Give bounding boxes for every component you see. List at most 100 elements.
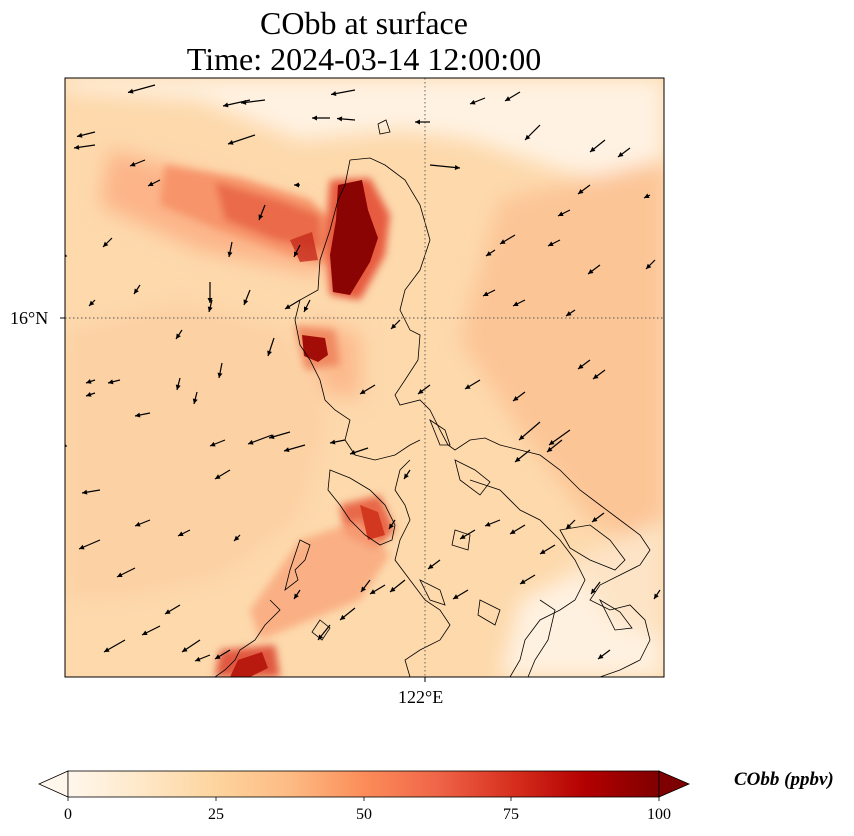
map-title-line1: CObb at surface bbox=[260, 5, 468, 41]
wind-vector-head bbox=[391, 323, 397, 329]
wind-vector-head bbox=[79, 544, 85, 550]
wind-vector-head bbox=[135, 412, 141, 418]
wind-vector-head bbox=[510, 529, 516, 534]
wind-vector-head bbox=[207, 298, 213, 303]
wind-vector-head bbox=[312, 115, 317, 121]
wind-vector-head bbox=[646, 263, 652, 269]
wind-vector-head bbox=[294, 182, 299, 188]
colorbar-tick-25: 25 bbox=[208, 806, 224, 823]
wind-vector-head bbox=[390, 586, 396, 592]
wind-vector-head bbox=[331, 91, 337, 97]
wind-vector-head bbox=[520, 579, 526, 584]
wind-vector-head bbox=[654, 593, 659, 599]
colorbar-tick-100: 100 bbox=[647, 806, 671, 823]
wind-vector-head bbox=[294, 251, 299, 257]
wind-vector-head bbox=[65, 443, 68, 448]
wind-vector-head bbox=[485, 521, 491, 527]
wind-vector-head bbox=[176, 333, 181, 339]
wind-vector-head bbox=[454, 165, 460, 170]
wind-vector-head bbox=[89, 300, 95, 306]
wind-vector-head bbox=[360, 389, 366, 394]
colorbar-tick-50: 50 bbox=[356, 806, 372, 823]
wind-vector-head bbox=[330, 439, 336, 445]
wind-vector-head bbox=[540, 549, 546, 554]
wind-vector-head bbox=[513, 396, 519, 401]
wind-vector-head bbox=[65, 253, 68, 258]
wind-vector-head bbox=[182, 647, 188, 652]
wind-vector-head bbox=[304, 306, 309, 312]
wind-vector-head bbox=[318, 634, 324, 640]
wind-vector-head bbox=[195, 656, 201, 662]
wind-vector-head bbox=[428, 564, 434, 569]
wind-vector-head bbox=[86, 379, 92, 384]
wind-vector-head bbox=[500, 239, 506, 244]
colorbar-extend-max bbox=[658, 770, 691, 798]
wind-vector-head bbox=[294, 593, 299, 599]
wind-vector-head bbox=[549, 440, 555, 445]
wind-vector-head bbox=[505, 96, 511, 101]
wind-vector bbox=[429, 164, 461, 169]
wind-vector-head bbox=[519, 434, 525, 440]
wind-vector-head bbox=[590, 146, 596, 152]
wind-vector-head bbox=[370, 589, 376, 594]
wind-vector-head bbox=[243, 299, 249, 305]
wind-vector-head bbox=[215, 654, 221, 659]
wind-vectors bbox=[65, 84, 661, 662]
wind-vector-head bbox=[210, 441, 216, 447]
wind-vector-head bbox=[465, 384, 471, 389]
wind-vector-head bbox=[588, 269, 594, 274]
wind-vector-head bbox=[548, 241, 554, 246]
colorbar-tick-0: 0 bbox=[64, 806, 72, 823]
wind-vector-head bbox=[592, 517, 598, 522]
wind-vector-head bbox=[165, 609, 171, 614]
wind-vector-head bbox=[74, 144, 80, 150]
wind-vector-head bbox=[525, 134, 531, 140]
wind-vector-head bbox=[228, 140, 234, 145]
wind-vector-head bbox=[241, 99, 247, 105]
wind-vector-head bbox=[578, 364, 584, 369]
wind-vector-head bbox=[103, 241, 109, 247]
wind-vector-head bbox=[350, 450, 356, 455]
wind-vector-head bbox=[175, 384, 181, 390]
colorbar-gradient bbox=[67, 770, 660, 798]
wind-vector-head bbox=[547, 446, 553, 452]
wind-vector-head bbox=[591, 588, 596, 594]
wind-vector-head bbox=[404, 473, 409, 479]
wind-vector-head bbox=[644, 193, 650, 198]
wind-vector-head bbox=[258, 214, 264, 220]
colorbar-label: CObb (ppbv) bbox=[734, 769, 834, 790]
wind-vector-head bbox=[148, 181, 154, 186]
wind-vector-head bbox=[460, 534, 466, 539]
wind-vector-head bbox=[142, 630, 148, 635]
wind-vector-head bbox=[515, 456, 521, 462]
wind-vector-head bbox=[618, 152, 624, 157]
wind-vector-head bbox=[269, 434, 275, 440]
wind-vector-head bbox=[117, 572, 123, 577]
wind-vector-head bbox=[566, 311, 572, 316]
wind-vector-head bbox=[285, 304, 291, 309]
coastlines bbox=[214, 119, 651, 677]
wind-vector-head bbox=[593, 374, 599, 379]
wind-vector-head bbox=[578, 189, 584, 194]
wind-vector-head bbox=[418, 389, 424, 394]
wind-vector-head bbox=[234, 535, 240, 541]
map-title-line2: Time: 2024-03-14 12:00:00 bbox=[186, 41, 542, 77]
wind-vector-head bbox=[223, 102, 229, 108]
wind-vector-head bbox=[389, 523, 394, 529]
wind-vector-head bbox=[513, 301, 519, 306]
longitude-label-122e: 122°E bbox=[398, 687, 444, 707]
wind-vector-head bbox=[86, 392, 92, 397]
wind-vector-head bbox=[128, 88, 134, 94]
colorbar-extend-min bbox=[38, 770, 69, 798]
wind-vector-head bbox=[217, 372, 223, 378]
wind-vector-head bbox=[134, 288, 139, 294]
wind-vector-head bbox=[598, 654, 604, 659]
latitude-label-16n: 16°N bbox=[10, 308, 49, 328]
wind-vector-head bbox=[135, 521, 141, 527]
wind-vector-head bbox=[470, 99, 476, 105]
wind-vector-head bbox=[415, 119, 420, 125]
map-panel bbox=[65, 78, 664, 677]
wind-vector-head bbox=[248, 439, 254, 445]
wind-vector-head bbox=[558, 211, 564, 216]
